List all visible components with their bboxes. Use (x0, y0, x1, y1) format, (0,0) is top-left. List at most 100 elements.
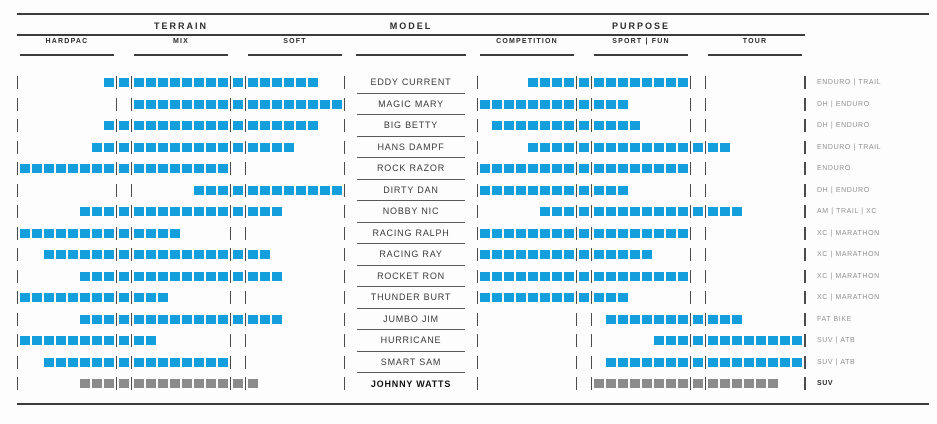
model-row: MAGIC MARY DH | ENDURO (17, 94, 929, 115)
bar-segment (182, 164, 192, 174)
bar-segment (780, 164, 790, 173)
axis-tick (804, 226, 805, 240)
bar-segment (218, 314, 228, 324)
bar-segment (618, 250, 628, 260)
bar-segment (594, 315, 604, 324)
bar-segment (708, 164, 718, 173)
bar-segment (666, 186, 676, 195)
category-label: FAT BIKE (817, 315, 852, 323)
bar-segment (708, 186, 718, 195)
axis-tick (477, 140, 478, 154)
bar-segment (248, 358, 258, 367)
bar-segment (44, 293, 54, 303)
bar-segment (693, 121, 703, 130)
bar-segment (642, 271, 652, 281)
model-name: SMART SAM (357, 352, 465, 373)
category-label: SUV | ATB (817, 337, 856, 345)
axis-tick (591, 119, 592, 133)
axis-tick (705, 269, 706, 283)
model-name: DIRTY DAN (357, 180, 465, 201)
bar-segment (284, 250, 294, 259)
bar-segment (194, 357, 204, 367)
bar-segment (579, 293, 589, 303)
bar-segment (206, 185, 216, 195)
bar-segment (56, 357, 66, 367)
purpose-bar (477, 312, 805, 326)
axis-tick (690, 76, 691, 90)
bar-segment (768, 357, 778, 367)
axis-tick (131, 248, 132, 262)
axis-tick (116, 162, 117, 176)
bar-segment (552, 78, 562, 88)
bar-segment (206, 357, 216, 367)
bar-segment (552, 358, 562, 367)
model-cell: ROCK RAZOR (345, 158, 477, 180)
axis-tick (230, 377, 231, 391)
bar-segment (594, 164, 604, 174)
bar-segment (768, 78, 778, 87)
bar-segment (92, 357, 102, 367)
bar-segment (68, 78, 78, 87)
bar-segment (666, 271, 676, 281)
bar-segment (296, 185, 306, 195)
bar-segment (528, 336, 538, 345)
bar-segment (666, 250, 676, 259)
bar-segment (768, 336, 778, 346)
bar-segment (516, 164, 526, 174)
bar-segment (492, 78, 502, 87)
bar-segment (744, 164, 754, 173)
bar-segment (320, 121, 330, 130)
bar-segment (218, 357, 228, 367)
bar-segment (158, 99, 168, 109)
bar-segment (618, 185, 628, 195)
bar-segment (206, 379, 216, 389)
bar-segment (732, 186, 742, 195)
bar-segment (693, 293, 703, 302)
bar-segment (564, 250, 574, 260)
bar-segment (618, 142, 628, 152)
bar-segment (92, 78, 102, 87)
bar-segment (618, 314, 628, 324)
model-name: ROCKET RON (357, 266, 465, 287)
model-name: NOBBY NIC (357, 201, 465, 223)
axis-tick (131, 334, 132, 348)
bar-segment (260, 142, 270, 152)
bar-segment (104, 357, 114, 367)
bar-segment (146, 186, 156, 195)
bar-segment (666, 293, 676, 302)
terrain-bar (17, 355, 345, 369)
bar-segment (579, 336, 589, 345)
bar-segment (284, 121, 294, 131)
bar-segment (206, 314, 216, 324)
axis-tick (131, 291, 132, 305)
bar-segment (654, 379, 664, 389)
bar-segment (233, 207, 243, 217)
axis-tick (705, 248, 706, 262)
bar-segment (218, 78, 228, 88)
bar-segment (720, 379, 730, 389)
bar-segment (194, 78, 204, 88)
bar-segment (492, 271, 502, 281)
bar-segment (720, 314, 730, 324)
bar-segment (516, 185, 526, 195)
bar-segment (146, 99, 156, 109)
purpose-bar (477, 205, 805, 219)
bar-segment (68, 250, 78, 260)
bar-segment (792, 78, 802, 87)
bar-segment (284, 207, 294, 216)
bar-segment (564, 207, 574, 217)
rows: EDDY CURRENT ENDURO | TRAIL MAGIC MARY DH |… (17, 72, 929, 395)
bar-segment (528, 250, 538, 260)
model-column-underline (356, 38, 466, 56)
axis-tick (805, 269, 806, 283)
axis-tick (245, 162, 246, 176)
axis-tick (805, 97, 806, 111)
bar-segment (654, 293, 664, 302)
bar-segment (666, 78, 676, 88)
column-header-row: HARDPAC MIX SOFT COMPETITION SPORT | FUN… (17, 38, 929, 58)
bar-segment (92, 164, 102, 174)
bar-segment (606, 314, 616, 324)
bar-segment (606, 121, 616, 131)
bar-segment (320, 99, 330, 109)
axis-tick (17, 226, 18, 240)
